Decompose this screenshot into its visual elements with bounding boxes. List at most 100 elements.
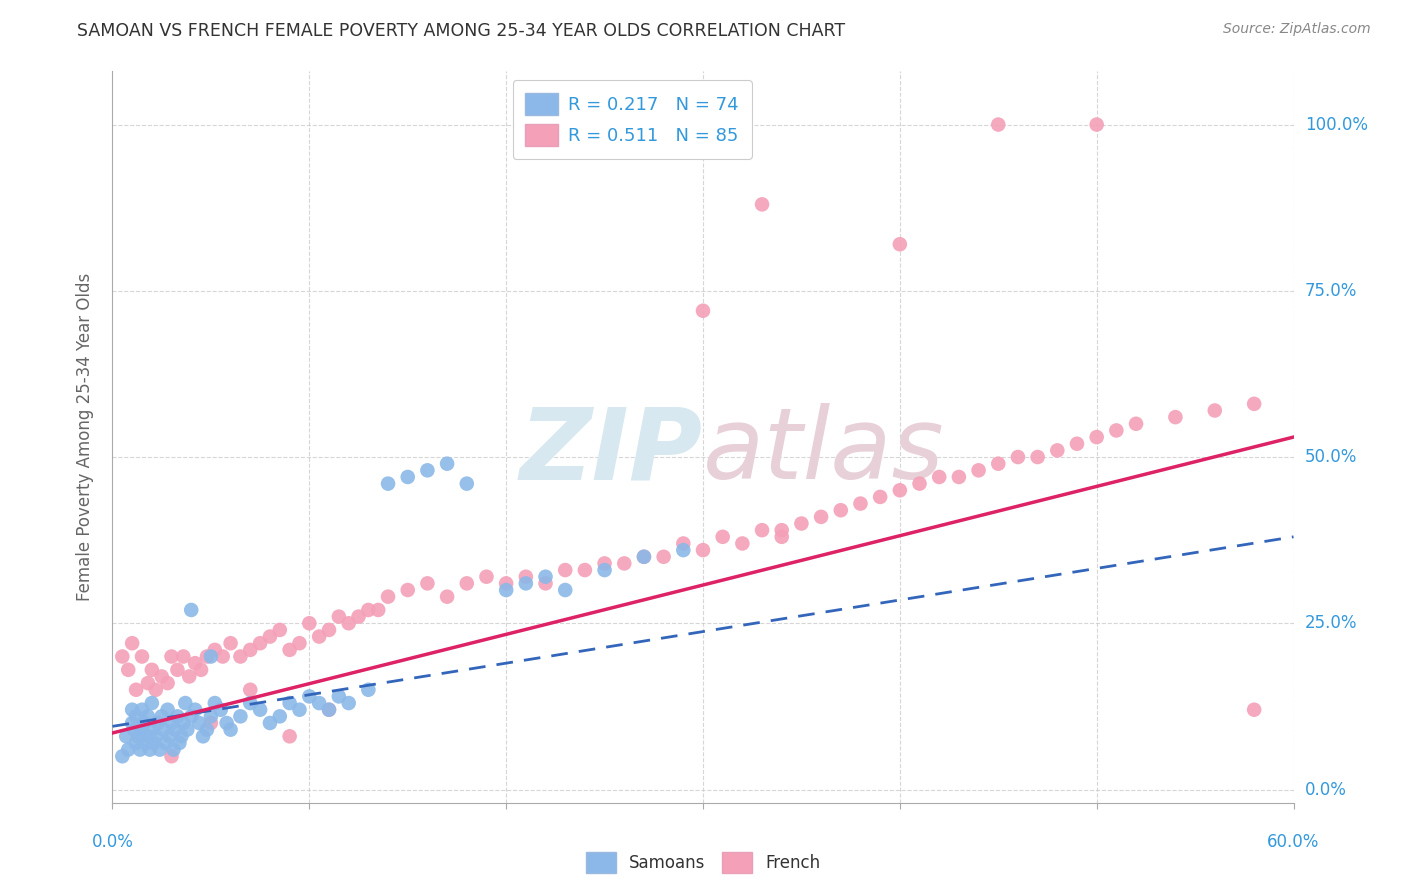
Point [190,663,212,677]
Point [215,716,238,731]
Point [229,649,252,664]
Point [121,703,143,717]
Point [184,703,207,717]
Point [967,463,990,477]
Point [239,643,262,657]
Point [1026,450,1049,464]
Point [1125,417,1147,431]
Point [125,709,148,723]
Text: 0.0%: 0.0% [1305,780,1347,798]
Point [347,609,370,624]
Point [162,742,184,756]
Point [184,656,207,670]
Point [125,736,148,750]
Point [328,609,350,624]
Point [172,649,194,664]
Point [928,470,950,484]
Point [751,197,773,211]
Point [318,703,340,717]
Point [211,649,233,664]
Point [174,696,197,710]
Point [731,536,754,550]
Point [117,742,139,756]
Point [436,457,458,471]
Point [121,716,143,731]
Point [751,523,773,537]
Point [135,736,157,750]
Point [145,729,167,743]
Point [515,570,537,584]
Point [131,723,153,737]
Point [141,723,163,737]
Point [849,497,872,511]
Point [166,709,188,723]
Point [1164,410,1187,425]
Point [475,570,498,584]
Point [160,649,183,664]
Point [259,716,281,731]
Point [377,590,399,604]
Point [495,582,517,597]
Legend: Samoans, French: Samoans, French [579,846,827,880]
Point [204,643,226,657]
Point [278,696,301,710]
Point [456,576,478,591]
Point [145,682,167,697]
Point [288,636,311,650]
Point [298,616,321,631]
Point [172,716,194,731]
Point [239,696,262,710]
Point [131,703,153,717]
Point [308,630,330,644]
Text: 0.0%: 0.0% [91,833,134,851]
Point [122,723,145,737]
Point [1007,450,1029,464]
Point [209,703,232,717]
Point [1066,436,1088,450]
Point [170,729,193,743]
Legend: R = 0.217   N = 74, R = 0.511   N = 85: R = 0.217 N = 74, R = 0.511 N = 85 [513,80,752,159]
Y-axis label: Female Poverty Among 25-34 Year Olds: Female Poverty Among 25-34 Year Olds [76,273,94,601]
Text: SAMOAN VS FRENCH FEMALE POVERTY AMONG 25-34 YEAR OLDS CORRELATION CHART: SAMOAN VS FRENCH FEMALE POVERTY AMONG 25… [77,22,845,40]
Point [115,729,138,743]
Point [200,649,222,664]
Point [416,576,439,591]
Point [200,716,222,731]
Point [165,723,187,737]
Point [328,690,350,704]
Point [790,516,813,531]
Point [633,549,655,564]
Point [416,463,439,477]
Point [1105,424,1128,438]
Point [166,663,188,677]
Point [633,549,655,564]
Point [948,470,970,484]
Point [298,690,321,704]
Point [131,649,153,664]
Point [152,723,174,737]
Point [125,682,148,697]
Point [191,729,214,743]
Point [200,709,222,723]
Point [288,703,311,717]
Point [180,709,202,723]
Point [396,470,419,484]
Point [318,623,340,637]
Point [672,543,695,558]
Point [534,576,557,591]
Point [259,630,281,644]
Text: 50.0%: 50.0% [1305,448,1357,466]
Point [156,703,179,717]
Point [672,536,695,550]
Point [136,709,159,723]
Point [176,723,198,737]
Point [136,729,159,743]
Point [160,749,183,764]
Text: 60.0%: 60.0% [1267,833,1320,851]
Point [1046,443,1069,458]
Point [593,557,616,571]
Point [357,603,380,617]
Point [711,530,734,544]
Point [219,636,242,650]
Point [239,682,262,697]
